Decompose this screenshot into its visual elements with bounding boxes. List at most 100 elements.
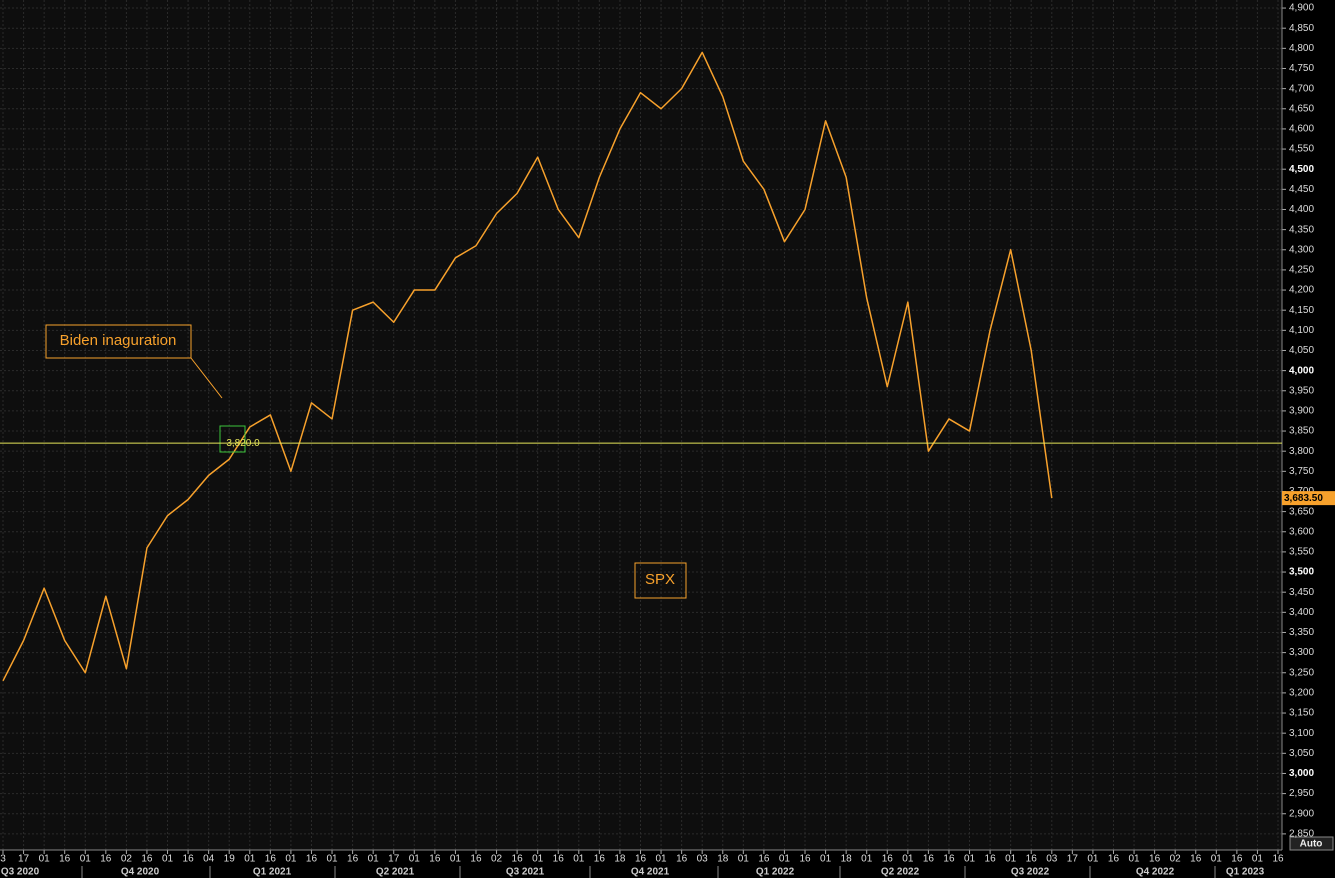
x-tick-label: 16 xyxy=(100,854,112,865)
x-tick-label: 16 xyxy=(923,854,935,865)
last-value-label: 3,683.50 xyxy=(1284,493,1323,504)
x-tick-label: 01 xyxy=(1128,854,1140,865)
x-tick-label: 01 xyxy=(779,854,791,865)
x-tick-label: 3 xyxy=(0,854,6,865)
x-tick-label: 01 xyxy=(820,854,832,865)
x-tick-label: 16 xyxy=(882,854,894,865)
y-tick-label: 3,950 xyxy=(1289,385,1314,396)
x-tick-label: 16 xyxy=(943,854,955,865)
x-tick-label: 03 xyxy=(1046,854,1058,865)
quarter-label: Q1 2023 xyxy=(1226,867,1265,878)
y-tick-label: 3,100 xyxy=(1289,728,1314,739)
y-tick-label: 3,550 xyxy=(1289,547,1314,558)
x-tick-label: 01 xyxy=(964,854,976,865)
y-tick-label: 2,950 xyxy=(1289,788,1314,799)
auto-button[interactable] xyxy=(1289,836,1334,851)
y-tick-label: 3,350 xyxy=(1289,627,1314,638)
x-tick-label: 17 xyxy=(1067,854,1079,865)
y-tick-label: 3,500 xyxy=(1289,567,1314,578)
quarter-label: Q4 2021 xyxy=(631,867,670,878)
x-tick-label: 18 xyxy=(614,854,626,865)
y-tick-label: 2,850 xyxy=(1289,829,1314,840)
quarter-label: Q2 2021 xyxy=(376,867,415,878)
price-line xyxy=(2,51,1053,682)
x-tick-label: 16 xyxy=(1149,854,1161,865)
x-tick-label: 16 xyxy=(306,854,318,865)
y-tick-label: 3,000 xyxy=(1289,768,1314,779)
x-tick-label: 16 xyxy=(1190,854,1202,865)
x-tick-label: 01 xyxy=(1252,854,1264,865)
y-tick-label: 3,650 xyxy=(1289,506,1314,517)
y-tick-label: 4,200 xyxy=(1289,285,1314,296)
x-tick-label: 16 xyxy=(59,854,71,865)
x-tick-label: 01 xyxy=(861,854,873,865)
x-tick-label: 01 xyxy=(244,854,256,865)
annotation-box xyxy=(45,324,192,359)
x-tick-label: 01 xyxy=(450,854,462,865)
y-tick-label: 4,900 xyxy=(1289,3,1314,14)
x-tick-label: 01 xyxy=(1211,854,1223,865)
quarter-label: Q3 2021 xyxy=(506,867,545,878)
x-tick-label: 16 xyxy=(512,854,524,865)
quarter-label: Q4 2022 xyxy=(1136,867,1175,878)
y-tick-label: 4,700 xyxy=(1289,83,1314,94)
auto-button-label[interactable]: Auto xyxy=(1300,839,1323,850)
x-tick-label: 16 xyxy=(183,854,195,865)
x-tick-label: 16 xyxy=(635,854,647,865)
x-tick-label: 01 xyxy=(1005,854,1017,865)
x-tick-label: 16 xyxy=(594,854,606,865)
x-tick-label: 01 xyxy=(532,854,544,865)
y-tick-label: 3,850 xyxy=(1289,426,1314,437)
x-tick-label: 16 xyxy=(799,854,811,865)
y-tick-label: 3,400 xyxy=(1289,607,1314,618)
x-tick-label: 01 xyxy=(326,854,338,865)
y-tick-label: 4,550 xyxy=(1289,144,1314,155)
y-tick-label: 4,400 xyxy=(1289,204,1314,215)
x-tick-label: 16 xyxy=(676,854,688,865)
x-tick-label: 16 xyxy=(1026,854,1038,865)
x-tick-label: 16 xyxy=(553,854,565,865)
x-tick-label: 04 xyxy=(203,854,215,865)
y-tick-label: 4,850 xyxy=(1289,23,1314,34)
x-tick-label: 16 xyxy=(265,854,277,865)
x-tick-label: 16 xyxy=(1272,854,1284,865)
x-tick-label: 01 xyxy=(902,854,914,865)
marks xyxy=(2,51,1053,682)
y-tick-label: 3,150 xyxy=(1289,708,1314,719)
y-tick-label: 4,600 xyxy=(1289,124,1314,135)
x-tick-label: 18 xyxy=(841,854,853,865)
x-tick-label: 16 xyxy=(985,854,997,865)
y-tick-label: 4,250 xyxy=(1289,265,1314,276)
x-tick-label: 01 xyxy=(656,854,668,865)
y-tick-label: 4,800 xyxy=(1289,43,1314,54)
y-tick-label: 3,250 xyxy=(1289,667,1314,678)
y-tick-label: 4,500 xyxy=(1289,164,1314,175)
y-tick-label: 4,300 xyxy=(1289,244,1314,255)
x-tick-label: 16 xyxy=(470,854,482,865)
x-tick-label: 02 xyxy=(1170,854,1182,865)
quarter-label: Q1 2022 xyxy=(756,867,795,878)
x-tick-label: 18 xyxy=(717,854,729,865)
x-tick-label: 01 xyxy=(368,854,380,865)
annotation: Biden inaguration xyxy=(60,332,177,349)
x-tick-label: 16 xyxy=(141,854,153,865)
quarter-label: Q1 2021 xyxy=(253,867,292,878)
y-tick-label: 3,600 xyxy=(1289,526,1314,537)
x-tick-label: 01 xyxy=(285,854,297,865)
x-tick-label: 16 xyxy=(347,854,359,865)
y-tick-label: 3,750 xyxy=(1289,466,1314,477)
y-tick-label: 3,050 xyxy=(1289,748,1314,759)
x-tick-label: 01 xyxy=(409,854,421,865)
y-tick-label: 3,900 xyxy=(1289,406,1314,417)
y-tick-label: 4,050 xyxy=(1289,345,1314,356)
annotation-pointer xyxy=(190,357,223,399)
x-tick-label: 02 xyxy=(491,854,503,865)
x-tick-label: 03 xyxy=(697,854,709,865)
grid xyxy=(0,0,1282,850)
y-tick-label: 3,300 xyxy=(1289,647,1314,658)
x-tick-label: 01 xyxy=(80,854,92,865)
x-tick-label: 17 xyxy=(18,854,30,865)
x-tick-label: 16 xyxy=(1231,854,1243,865)
y-axis-area xyxy=(1282,0,1335,878)
y-tick-label: 4,350 xyxy=(1289,224,1314,235)
